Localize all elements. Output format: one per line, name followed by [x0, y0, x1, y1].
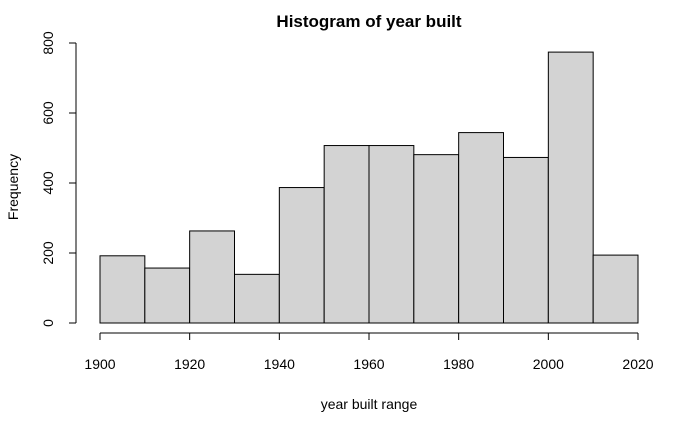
bars-group: [99, 51, 639, 324]
y-tick-label-1: 200: [40, 241, 56, 265]
x-axis-label: year built range: [321, 396, 418, 412]
histogram-bar-8: [458, 132, 504, 324]
histogram-bar-6: [368, 145, 415, 324]
histogram-bar-9: [503, 156, 549, 324]
y-axis-label: Frequency: [5, 154, 21, 220]
histogram-bar-7: [413, 154, 460, 324]
histogram-bar-10: [547, 51, 594, 324]
x-tick-label-5: 2000: [533, 356, 564, 372]
histogram-bar-4: [278, 187, 325, 324]
histogram-bar-0: [99, 255, 146, 324]
x-tick-label-4: 1980: [443, 356, 474, 372]
y-tick-label-2: 400: [40, 171, 56, 195]
x-tick-label-3: 1960: [353, 356, 384, 372]
histogram-bar-3: [234, 273, 280, 324]
histogram-bar-11: [592, 254, 639, 324]
x-axis: 1900 1920 1940 1960 1980 2000 2020: [84, 332, 654, 372]
x-tick-label-0: 1900: [84, 356, 115, 372]
x-tick-label-1: 1920: [174, 356, 205, 372]
histogram-bar-1: [144, 267, 191, 324]
chart-title: Histogram of year built: [276, 12, 461, 31]
y-tick-label-0: 0: [40, 319, 56, 327]
y-tick-label-3: 600: [40, 101, 56, 125]
x-tick-label-6: 2020: [622, 356, 653, 372]
y-axis: 0 200 400 600 800: [40, 31, 77, 327]
histogram-bar-2: [189, 230, 236, 324]
x-tick-label-2: 1940: [264, 356, 295, 372]
histogram-bar-5: [323, 145, 370, 324]
y-tick-label-4: 800: [40, 31, 56, 55]
